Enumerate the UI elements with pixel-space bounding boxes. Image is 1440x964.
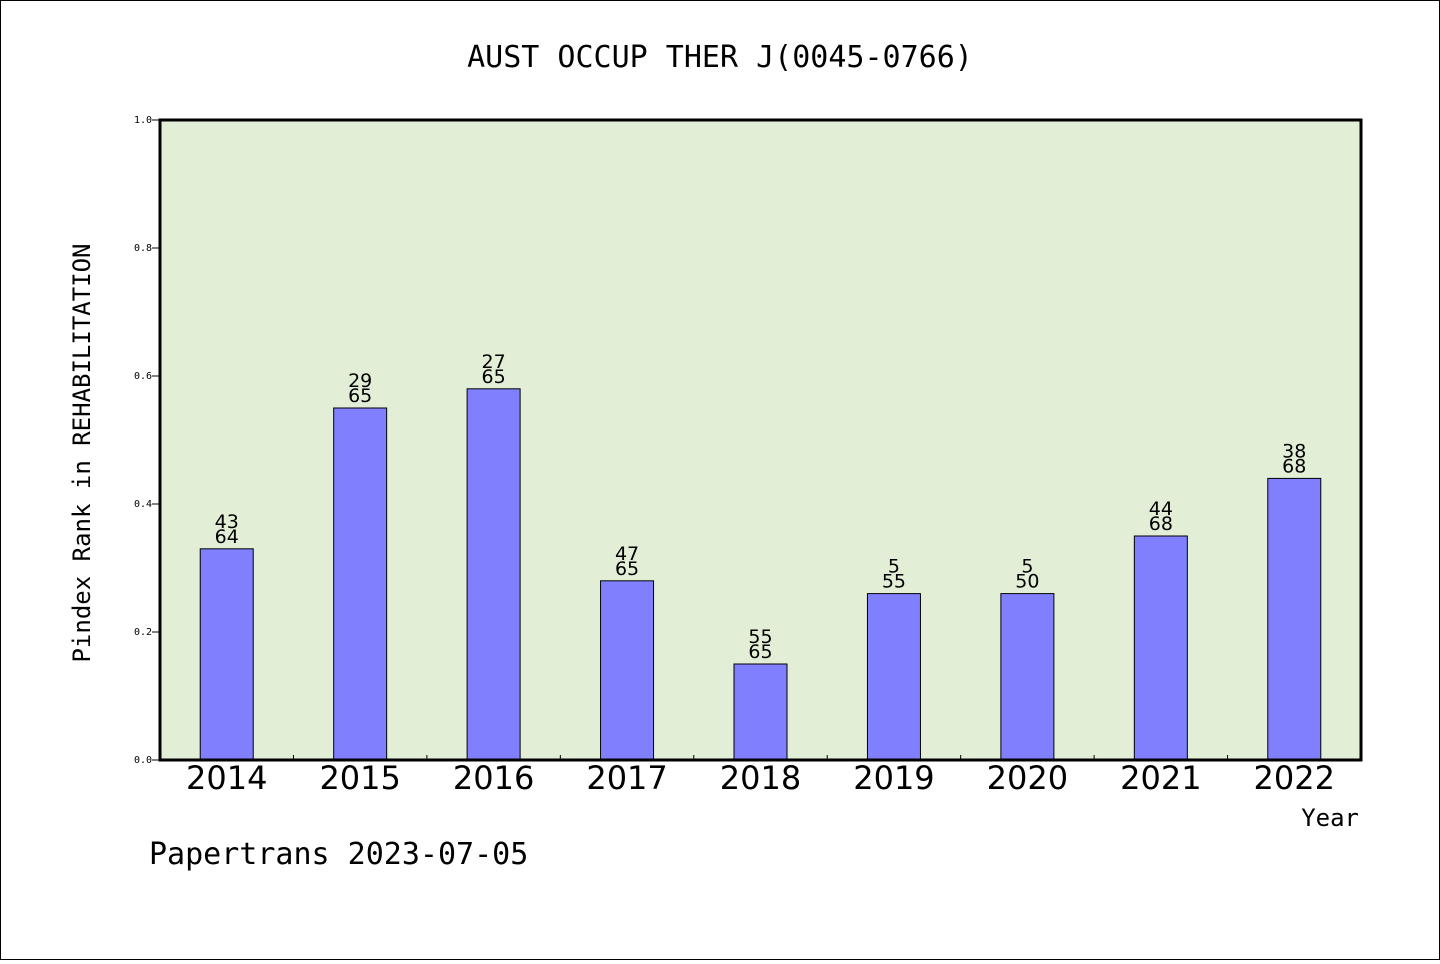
bar-label-top: 43 (215, 511, 239, 533)
bar (600, 580, 655, 761)
bar-label-bottom: 50 (1015, 571, 1039, 593)
plot-border (158, 118, 1363, 762)
bar (1000, 593, 1055, 761)
y-axis-label: Pindex Rank in REHABILITATION (68, 243, 96, 662)
bar-label-top: 29 (348, 370, 372, 392)
bar (866, 593, 921, 761)
bar-label-top: 38 (1282, 440, 1306, 462)
bar (466, 388, 521, 761)
bar-label-top: 27 (482, 351, 506, 373)
bar (1267, 477, 1322, 761)
y-tick-label: 0.4 (134, 499, 152, 510)
bar-label-bottom: 64 (215, 526, 239, 548)
x-tick-label: 2022 (1254, 759, 1335, 797)
y-tick-label: 0.6 (134, 371, 152, 382)
x-tick-label: 2015 (319, 759, 400, 797)
bar-label-bottom: 65 (748, 641, 772, 663)
bar-label-top: 5 (1021, 556, 1033, 578)
y-tick-label: 0.2 (134, 627, 152, 638)
bar-label-top: 44 (1149, 498, 1173, 520)
x-tick-label: 2014 (186, 759, 267, 797)
x-axis-label: Year (1301, 804, 1359, 832)
bar-label-bottom: 65 (482, 366, 506, 388)
bar-label-bottom: 65 (348, 385, 372, 407)
x-tick-label: 2021 (1120, 759, 1201, 797)
bar (333, 407, 388, 761)
bar-label-bottom: 55 (882, 571, 906, 593)
bar (733, 663, 788, 761)
y-tick-label: 0.8 (134, 243, 152, 254)
x-tick-label: 2016 (453, 759, 534, 797)
x-tick-label: 2019 (853, 759, 934, 797)
chart-title: AUST OCCUP THER J(0045-0766) (467, 40, 973, 75)
bar (1133, 535, 1188, 761)
bar (199, 548, 254, 761)
x-tick-label: 2018 (720, 759, 801, 797)
bar-label-top: 5 (888, 556, 900, 578)
bar-label-bottom: 68 (1282, 455, 1306, 477)
bar-label-bottom: 68 (1149, 513, 1173, 535)
y-tick-label: 0.0 (134, 755, 152, 766)
x-tick-label: 2020 (987, 759, 1068, 797)
x-tick-label: 2017 (586, 759, 667, 797)
footer-text: Papertrans 2023-07-05 (149, 837, 528, 872)
bar-label-bottom: 65 (615, 558, 639, 580)
bar-label-top: 47 (615, 543, 639, 565)
bar-label-top: 55 (748, 626, 772, 648)
y-tick-label: 1.0 (134, 115, 152, 126)
